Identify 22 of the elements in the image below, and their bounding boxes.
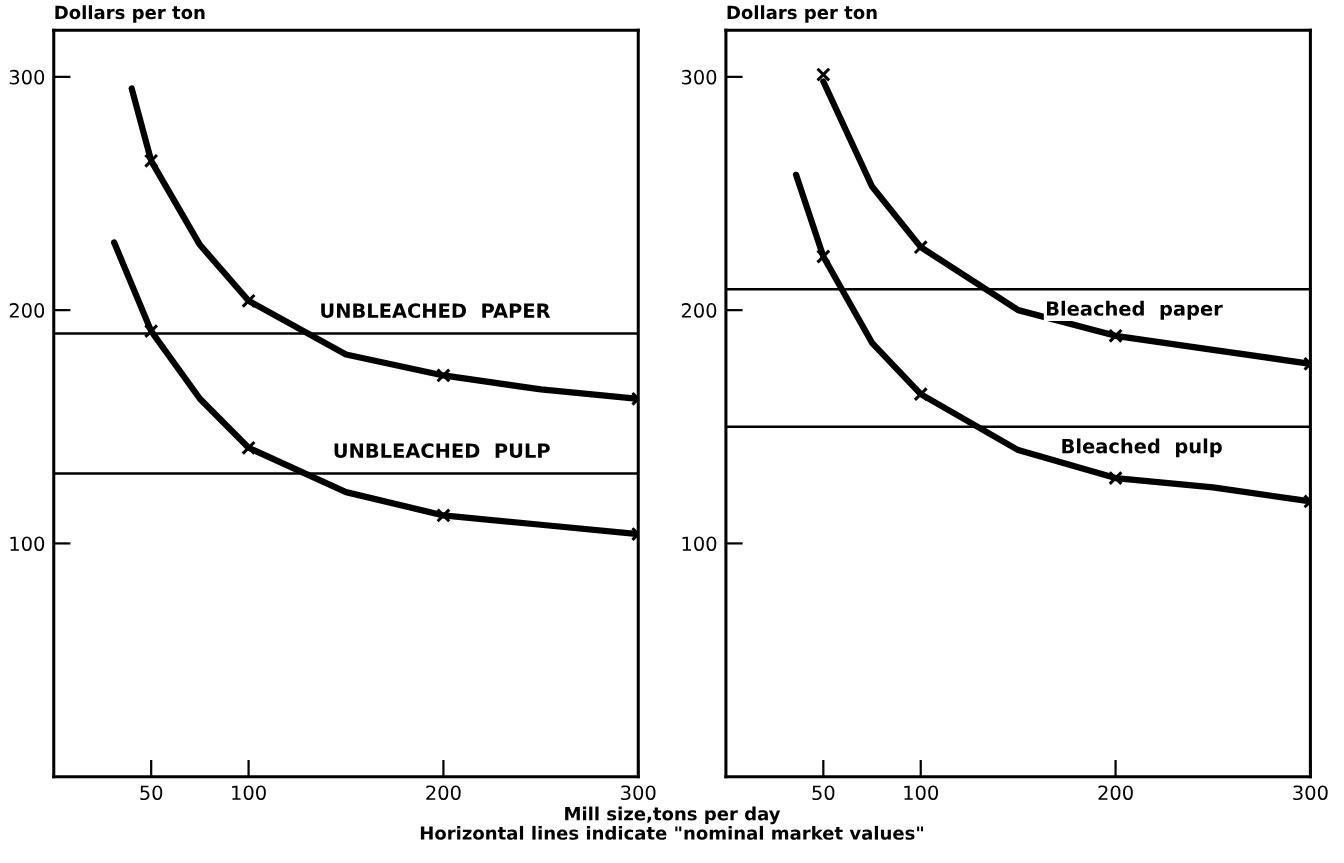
text: Horizontal lines indicate "nominal market values" [420, 825, 924, 840]
x-tick-label: 100 [232, 785, 266, 801]
ref-line-label: UNBLEACHED PAPER [321, 303, 551, 319]
x-axis-title: Mill size,tons per day [565, 806, 781, 825]
ref-line-label: Bleached pulp [1062, 438, 1222, 458]
x-tick-label: 50 [140, 785, 163, 801]
x-tick-label: 300 [1293, 785, 1328, 801]
x-tick-label: 50 [812, 785, 835, 801]
y-axis-title: Dollars per ton [55, 5, 205, 23]
y-tick-label: 300 [681, 69, 717, 85]
y-tick-label: 100 [10, 536, 45, 552]
y-axis-title: Dollars per ton [727, 5, 877, 23]
x-tick-label: 200 [1098, 785, 1133, 801]
x-tick-label: 100 [904, 785, 939, 801]
ref-line-label: Bleached paper [1046, 300, 1223, 320]
y-tick-label: 300 [9, 69, 45, 85]
ref-line-label: UNBLEACHED PULP [334, 443, 550, 459]
y-tick-label: 100 [682, 536, 717, 552]
x-tick-label: 300 [621, 785, 656, 801]
y-tick-label: 200 [9, 303, 45, 318]
y-tick-label: 200 [681, 303, 717, 318]
x-tick-label: 200 [426, 785, 461, 801]
